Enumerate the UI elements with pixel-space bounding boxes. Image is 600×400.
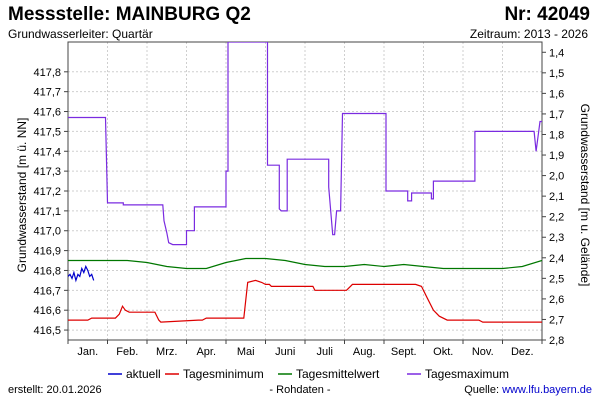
x-tick-label-month: Sept.: [391, 346, 417, 358]
y-tick-label-right: 1,8: [549, 129, 564, 141]
y-tick-label-left: 417,6: [33, 107, 61, 119]
y-tick-label-right: 2,4: [549, 253, 564, 265]
series-line-tagesminimum: [68, 279, 542, 323]
y-tick-label-left: 417,3: [33, 166, 61, 178]
x-axis: Jan. Feb. Mrz. Apr. Mai Juni Juli Aug. Sept. Okt.…: [67, 340, 543, 358]
y-tick-label-right: 2,0: [549, 171, 564, 183]
x-tick-label-month: Aug.: [353, 346, 376, 358]
x-tick-label-month: Juni: [275, 346, 295, 358]
y-tick-label-left: 417,5: [33, 126, 61, 138]
y-tick-label-right: 1,9: [549, 150, 564, 162]
legend-label-tagesmaximum: Tagesmaximum: [425, 367, 509, 381]
x-tick-label-month: Juli: [316, 346, 333, 358]
series-line-tagesmittelwert: [68, 257, 542, 270]
x-tick-label-month: Mai: [237, 346, 255, 358]
x-tick-label-month: Okt.: [433, 346, 453, 358]
legend-label-aktuell: aktuell: [126, 367, 161, 381]
source-label: Quelle:: [464, 384, 503, 396]
x-tick-label-month: Apr.: [196, 346, 216, 358]
x-tick-label-month: Dez.: [511, 346, 534, 358]
station-number: Nr: 42049: [504, 4, 590, 25]
y-tick-label-left: 417,0: [33, 226, 61, 238]
y-tick-label-left: 416,6: [33, 305, 61, 317]
y-tick-label-right: 2,2: [549, 212, 564, 224]
series-line-tagesmaximum: [68, 42, 542, 246]
series-layer: [68, 42, 542, 323]
y-tick-label-right: 2,5: [549, 273, 564, 285]
y-tick-label-left: 417,1: [33, 206, 61, 218]
grid: [68, 42, 542, 340]
y-tick-label-left: 416,9: [33, 246, 61, 258]
y-tick-label-left: 417,2: [33, 186, 61, 198]
aquifer-label: Grundwasserleiter: Quartär: [8, 27, 153, 41]
y-tick-label-right: 1,5: [549, 68, 564, 80]
period-label: Zeitraum: 2013 - 2026: [469, 27, 588, 41]
x-tick-label-month: Nov.: [472, 346, 494, 358]
y-tick-label-left: 417,7: [33, 87, 61, 99]
legend-label-tagesminimum: Tagesminimum: [183, 367, 264, 381]
page-title: Messstelle: MAINBURG Q2: [8, 4, 251, 25]
y-tick-label-right: 1,7: [549, 109, 564, 121]
y-axis-label-left: Grundwasserstand [m ü. NN]: [15, 118, 29, 273]
x-tick-label-month: Jan.: [77, 346, 98, 358]
y-tick-label-right: 2,8: [549, 335, 564, 347]
y-tick-label-right: 2,3: [549, 232, 564, 244]
series-line-aktuell: [68, 264, 95, 283]
rawdata-label: - Rohdaten -: [269, 384, 331, 396]
left-axis: 416,5 416,6 416,7 416,8 416,9 417,0 417,1 417,2…: [33, 67, 68, 337]
y-tick-label-right: 2,6: [549, 294, 564, 306]
y-tick-label-left: 417,4: [33, 146, 61, 158]
x-tick-label-month: Mrz.: [156, 346, 177, 358]
source: Quelle: www.lfu.bayern.de: [464, 384, 592, 396]
legend: aktuell Tagesminimum Tagesmittelwert Tagesm…: [108, 367, 509, 381]
y-tick-label-right: 1,6: [549, 88, 564, 100]
right-axis: 1,4 1,5 1,6 1,7 1,8 1,9 2,0 2,1 2,2 2,3 2,4 2,5 2,6 2…: [542, 47, 564, 347]
y-tick-label-left: 417,8: [33, 67, 61, 79]
y-tick-label-right: 2,7: [549, 314, 564, 326]
legend-label-tagesmittelwert: Tagesmittelwert: [296, 367, 380, 381]
y-tick-label-left: 416,8: [33, 265, 61, 277]
y-tick-label-left: 416,5: [33, 325, 61, 337]
x-tick-label-month: Feb.: [116, 346, 138, 358]
y-axis-label-right: Grundwasserstand [m u. Gelände]: [578, 104, 592, 287]
y-tick-label-left: 416,7: [33, 285, 61, 297]
y-tick-label-right: 1,4: [549, 47, 564, 59]
created-date: erstellt: 20.01.2026: [8, 384, 102, 396]
y-tick-label-right: 2,1: [549, 191, 564, 203]
source-link[interactable]: www.lfu.bayern.de: [502, 384, 592, 396]
